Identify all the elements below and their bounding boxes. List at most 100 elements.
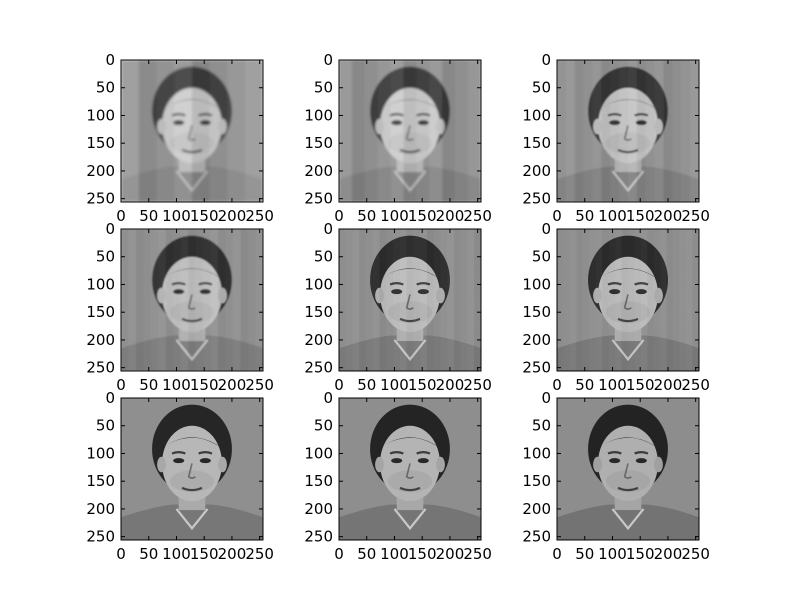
x-tick-label: 100 [380, 207, 409, 225]
x-tick-label: 200 [218, 376, 247, 394]
x-tick-label: 50 [357, 545, 376, 563]
right-eye [635, 458, 647, 464]
x-tick-label: 100 [598, 376, 627, 394]
face-image [339, 398, 481, 540]
y-tick-label: 0 [323, 389, 333, 407]
x-tick-label: 150 [626, 376, 655, 394]
y-tick-label: 200 [86, 162, 115, 180]
axes-frame [556, 228, 700, 372]
face-image [121, 229, 263, 371]
y-tick-label: 150 [304, 303, 333, 321]
y-tick-label: 200 [304, 331, 333, 349]
y-tick-label: 250 [86, 359, 115, 377]
left-eye [173, 458, 185, 464]
y-tick-label: 100 [86, 275, 115, 293]
x-tick-label: 100 [380, 545, 409, 563]
x-tick-label: 50 [357, 376, 376, 394]
x-tick-label: 200 [218, 545, 247, 563]
x-tick-label: 150 [408, 207, 437, 225]
y-tick-label: 250 [522, 190, 551, 208]
axes-frame [338, 228, 482, 372]
x-tick-label: 200 [654, 545, 683, 563]
x-tick-label: 150 [626, 207, 655, 225]
x-tick-label: 200 [654, 207, 683, 225]
x-tick-label: 250 [463, 545, 492, 563]
y-tick-label: 200 [522, 500, 551, 518]
x-tick-label: 100 [162, 545, 191, 563]
y-tick-label: 150 [522, 134, 551, 152]
y-tick-label: 0 [323, 220, 333, 238]
y-tick-label: 100 [86, 106, 115, 124]
right-eye [417, 458, 429, 464]
x-tick-label: 50 [139, 207, 158, 225]
x-tick-label: 150 [408, 376, 437, 394]
y-tick-label: 150 [522, 472, 551, 490]
y-tick-label: 100 [522, 106, 551, 124]
face-image [557, 229, 699, 371]
y-tick-label: 250 [304, 359, 333, 377]
x-tick-label: 150 [190, 545, 219, 563]
face-image [121, 398, 263, 540]
x-tick-label: 250 [245, 207, 274, 225]
y-tick-label: 0 [323, 51, 333, 69]
x-tick-label: 200 [436, 376, 465, 394]
axes-frame [120, 59, 264, 203]
y-tick-label: 200 [304, 500, 333, 518]
x-tick-label: 150 [626, 545, 655, 563]
x-tick-label: 100 [380, 376, 409, 394]
y-tick-label: 50 [532, 79, 551, 97]
axes-frame [556, 397, 700, 541]
y-tick-label: 100 [522, 275, 551, 293]
y-tick-label: 250 [522, 528, 551, 546]
left-eye [391, 458, 403, 464]
face-image [121, 60, 263, 202]
y-tick-label: 0 [105, 51, 115, 69]
y-tick-label: 150 [86, 134, 115, 152]
y-tick-label: 50 [532, 248, 551, 266]
y-tick-label: 50 [96, 79, 115, 97]
left-eye [609, 458, 621, 464]
x-tick-label: 200 [218, 207, 247, 225]
x-tick-label: 50 [575, 207, 594, 225]
y-tick-label: 250 [522, 359, 551, 377]
y-tick-label: 50 [96, 248, 115, 266]
x-tick-label: 250 [681, 545, 710, 563]
y-tick-label: 200 [522, 162, 551, 180]
face-image [339, 229, 481, 371]
y-tick-label: 100 [304, 106, 333, 124]
y-tick-label: 0 [105, 389, 115, 407]
y-tick-label: 0 [105, 220, 115, 238]
axes-frame [338, 59, 482, 203]
y-tick-label: 0 [541, 220, 551, 238]
y-tick-label: 150 [522, 303, 551, 321]
axes-frame [120, 397, 264, 541]
x-tick-label: 0 [552, 376, 562, 394]
y-tick-label: 250 [304, 528, 333, 546]
x-tick-label: 150 [190, 207, 219, 225]
x-tick-label: 100 [598, 545, 627, 563]
x-tick-label: 100 [598, 207, 627, 225]
x-tick-label: 0 [552, 207, 562, 225]
x-tick-label: 0 [334, 376, 344, 394]
y-tick-label: 200 [86, 331, 115, 349]
y-tick-label: 100 [304, 275, 333, 293]
y-tick-label: 150 [304, 472, 333, 490]
y-tick-label: 50 [314, 79, 333, 97]
y-tick-label: 50 [96, 417, 115, 435]
y-tick-label: 0 [541, 389, 551, 407]
x-tick-label: 50 [139, 545, 158, 563]
x-tick-label: 50 [575, 376, 594, 394]
axes-frame [556, 59, 700, 203]
x-tick-label: 250 [463, 207, 492, 225]
y-tick-label: 150 [86, 472, 115, 490]
x-tick-label: 200 [654, 376, 683, 394]
y-tick-label: 100 [86, 444, 115, 462]
x-tick-label: 100 [162, 207, 191, 225]
